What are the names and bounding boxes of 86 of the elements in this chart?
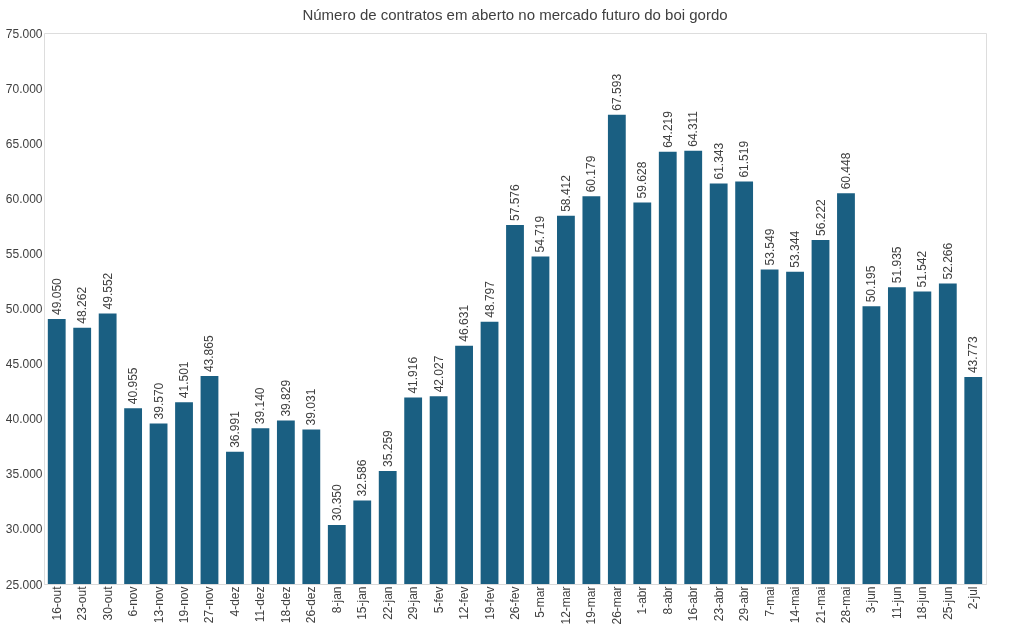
x-tick-label: 19-nov xyxy=(177,586,192,624)
x-tick-label: 18-jun xyxy=(915,586,930,620)
data-label: 42.027 xyxy=(431,355,446,393)
x-tick-label: 1-abr xyxy=(635,586,650,615)
x-tick-label: 26-mar xyxy=(609,586,624,625)
y-tick-label: 45.000 xyxy=(5,357,43,372)
y-tick-label: 40.000 xyxy=(5,412,43,427)
data-label: 41.501 xyxy=(177,361,192,399)
data-label: 30.350 xyxy=(329,484,344,522)
y-tick-label: 70.000 xyxy=(5,81,43,96)
data-label: 67.593 xyxy=(609,73,624,111)
x-tick-label: 7-mai xyxy=(762,586,777,617)
x-tick-label: 22-jan xyxy=(380,586,395,620)
x-tick-label: 12-mar xyxy=(558,586,573,625)
data-label: 56.222 xyxy=(813,198,828,236)
x-tick-label: 8-abr xyxy=(660,586,675,615)
data-label: 43.773 xyxy=(966,336,981,374)
x-tick-label: 28-mai xyxy=(838,586,853,624)
data-label: 51.935 xyxy=(889,246,904,284)
data-label: 51.542 xyxy=(915,250,930,288)
x-tick-label: 8-jan xyxy=(329,586,344,614)
data-label: 46.631 xyxy=(457,304,472,342)
y-tick-label: 75.000 xyxy=(5,26,43,41)
x-tick-label: 5-mar xyxy=(533,586,548,618)
x-tick-label: 21-mai xyxy=(813,586,828,624)
x-tick-label: 15-jan xyxy=(355,586,370,620)
x-tick-label: 18-dez xyxy=(278,586,293,624)
data-label: 53.344 xyxy=(788,230,803,268)
data-label: 32.586 xyxy=(355,459,370,497)
data-label: 36.991 xyxy=(227,410,242,448)
y-tick-label: 30.000 xyxy=(5,522,43,537)
x-tick-label: 11-dez xyxy=(253,586,268,623)
x-tick-label: 3-jun xyxy=(864,586,879,614)
x-tick-label: 26-fev xyxy=(508,586,522,620)
data-label: 54.719 xyxy=(533,215,548,253)
data-label: 43.865 xyxy=(202,335,217,373)
x-tick-label: 14-mai xyxy=(788,586,803,624)
x-tick-label: 19-mar xyxy=(584,586,599,625)
data-label: 61.519 xyxy=(737,140,752,178)
chart-title: Número de contratos em aberto no mercado futuro do boi gordo xyxy=(302,6,728,23)
x-tick-label: 30-out xyxy=(100,585,115,621)
data-label: 39.570 xyxy=(151,382,166,420)
data-label: 49.050 xyxy=(49,277,64,315)
x-tick-label: 23-out xyxy=(75,585,90,621)
x-tick-label: 26-dez xyxy=(304,586,319,624)
data-label: 39.829 xyxy=(278,379,293,417)
data-label: 39.031 xyxy=(304,388,319,426)
data-label: 64.311 xyxy=(686,110,701,147)
x-tick-label: 19-fev xyxy=(482,586,497,620)
data-label: 35.259 xyxy=(380,429,395,467)
data-label: 53.549 xyxy=(762,228,777,266)
data-label: 64.219 xyxy=(660,110,675,148)
x-tick-label: 11-jun xyxy=(889,586,904,619)
data-label: 60.448 xyxy=(838,152,853,190)
data-label: 39.140 xyxy=(253,387,268,425)
x-tick-label: 12-fev xyxy=(457,586,472,620)
data-label: 50.195 xyxy=(864,265,879,303)
data-label: 57.576 xyxy=(508,183,522,222)
y-tick-label: 60.000 xyxy=(5,191,43,206)
x-tick-label: 16-abr xyxy=(686,586,701,622)
y-tick-label: 35.000 xyxy=(5,467,43,482)
data-label: 48.262 xyxy=(75,286,90,324)
data-label: 49.552 xyxy=(100,272,115,310)
x-tick-label: 29-jan xyxy=(406,586,421,620)
x-tick-label: 27-nov xyxy=(202,586,217,624)
data-label: 61.343 xyxy=(711,142,726,180)
x-tick-label: 29-abr xyxy=(737,586,752,622)
data-label: 41.916 xyxy=(406,356,421,394)
y-tick-label: 50.000 xyxy=(5,302,43,316)
x-tick-label: 16-out xyxy=(49,585,64,621)
x-tick-label: 25-jun xyxy=(940,586,955,620)
data-label: 60.179 xyxy=(584,155,599,193)
x-tick-label: 4-dez xyxy=(227,586,242,617)
y-tick-label: 65.000 xyxy=(5,136,43,151)
x-tick-label: 6-nov xyxy=(126,586,141,617)
y-tick-label: 25.000 xyxy=(5,577,43,592)
data-label: 52.266 xyxy=(940,242,955,280)
x-tick-label: 23-abr xyxy=(711,586,726,622)
data-label: 59.628 xyxy=(635,161,650,199)
x-tick-label: 2-jul xyxy=(966,586,981,610)
data-label: 40.955 xyxy=(126,367,141,405)
x-tick-label: 13-nov xyxy=(151,586,166,624)
data-label: 58.412 xyxy=(558,174,573,212)
x-tick-label: 5-fev xyxy=(431,586,446,614)
data-label: 48.797 xyxy=(482,280,497,318)
y-tick-label: 55.000 xyxy=(5,246,43,261)
